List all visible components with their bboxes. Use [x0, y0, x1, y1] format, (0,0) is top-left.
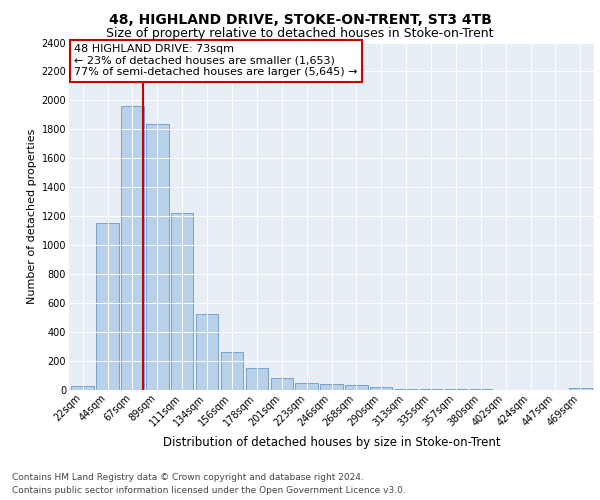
Text: Size of property relative to detached houses in Stoke-on-Trent: Size of property relative to detached ho…	[106, 28, 494, 40]
Bar	[370, 387, 392, 390]
X-axis label: Distribution of detached houses by size in Stoke-on-Trent: Distribution of detached houses by size …	[163, 436, 500, 449]
Bar	[121, 106, 143, 390]
Bar	[71, 386, 94, 390]
Bar	[146, 124, 169, 390]
Text: Contains public sector information licensed under the Open Government Licence v3: Contains public sector information licen…	[12, 486, 406, 495]
Bar	[171, 214, 193, 390]
Bar	[569, 388, 592, 390]
Text: Contains HM Land Registry data © Crown copyright and database right 2024.: Contains HM Land Registry data © Crown c…	[12, 472, 364, 482]
Y-axis label: Number of detached properties: Number of detached properties	[28, 128, 37, 304]
Bar	[245, 368, 268, 390]
Bar	[295, 383, 318, 390]
Bar	[97, 224, 119, 390]
Bar	[320, 384, 343, 390]
Bar	[345, 385, 368, 390]
Bar	[221, 352, 243, 390]
Bar	[196, 314, 218, 390]
Text: 48, HIGHLAND DRIVE, STOKE-ON-TRENT, ST3 4TB: 48, HIGHLAND DRIVE, STOKE-ON-TRENT, ST3 …	[109, 12, 491, 26]
Bar	[271, 378, 293, 390]
Text: 48 HIGHLAND DRIVE: 73sqm
← 23% of detached houses are smaller (1,653)
77% of sem: 48 HIGHLAND DRIVE: 73sqm ← 23% of detach…	[74, 44, 358, 78]
Bar	[395, 388, 418, 390]
